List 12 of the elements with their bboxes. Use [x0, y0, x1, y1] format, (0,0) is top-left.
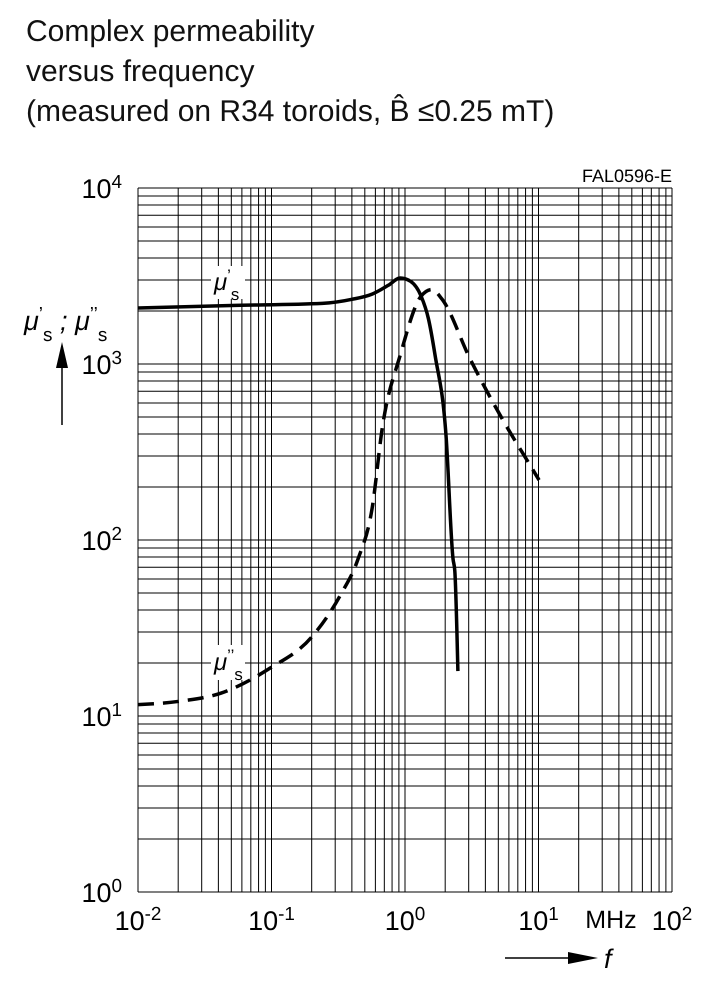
- text: MHz: [585, 906, 637, 934]
- x-tick-label: 10$^{2}$: [652, 904, 692, 936]
- chart-title: Complex permeability versus frequency (measured on R34 toroids, B̂ ≤0.25 mT): [26, 14, 554, 130]
- y-tick-label: 10$^{3}$: [81, 348, 122, 380]
- x-tick-label: 10$^{1}$: [518, 904, 559, 936]
- x-axis-title: f: [604, 944, 614, 974]
- y-tick-label: 10$^{1}$: [81, 700, 122, 732]
- x-tick-label: 10$^{0}$: [384, 904, 426, 936]
- text: FAL0596-E: [582, 166, 672, 186]
- x-tick-label: 10$^{-1}$: [248, 904, 295, 936]
- y-tick-label: 10$^{2}$: [81, 524, 122, 556]
- y-tick-label: 10$^{4}$: [81, 172, 122, 204]
